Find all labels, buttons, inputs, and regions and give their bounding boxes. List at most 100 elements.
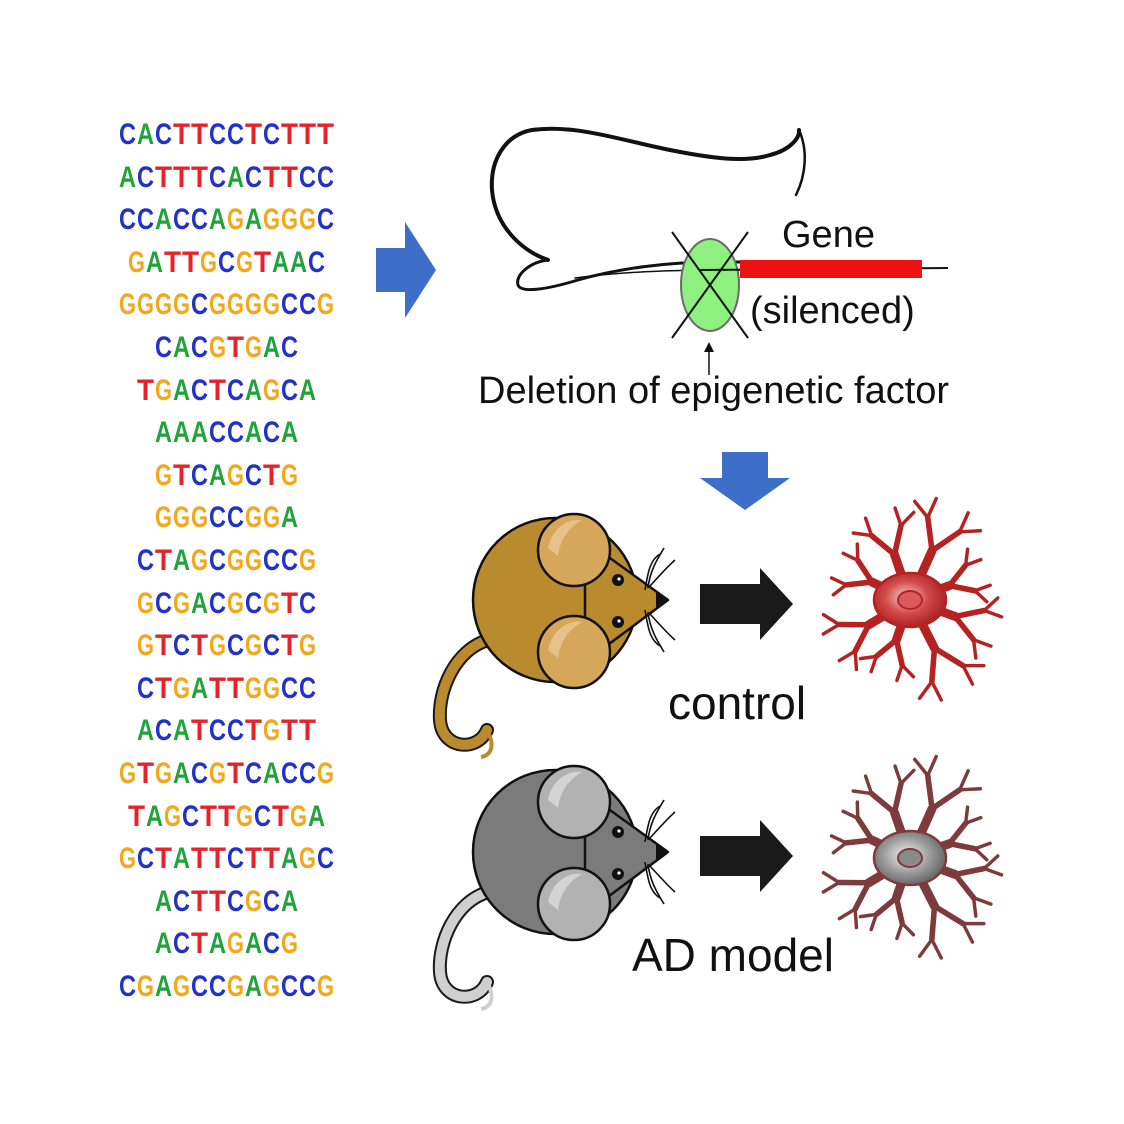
motif-letter: G [263,203,280,236]
motif-letter: C [308,246,325,279]
motif-letter: C [299,970,316,1003]
motif-letter: G [173,288,190,321]
motif-letter: G [317,757,334,790]
motif-letter: A [155,416,172,449]
motif-letter: G [245,629,262,662]
motif-letter: A [146,800,163,833]
motif-letter: T [191,629,208,662]
motif-letter: A [281,885,298,918]
motif-letter: A [290,246,307,279]
motif-letter: G [263,587,280,620]
motif-letter: G [173,970,190,1003]
motif-letter: G [281,203,298,236]
motif-letter: G [245,544,262,577]
motif-letter: C [173,203,190,236]
motif-letter: T [281,161,298,194]
motif-letter: C [155,587,172,620]
motif-letter: A [173,714,190,747]
motif-letter: A [209,927,226,960]
motif-letter: G [299,629,316,662]
motif-letter: G [245,288,262,321]
motif-letter: G [191,501,208,534]
motif-letter: T [227,672,244,705]
motif-letter: C [137,672,154,705]
motif-letter: T [209,842,226,875]
motif-letter: G [227,459,244,492]
motif-letter: G [155,501,172,534]
motif-letter: C [119,118,136,151]
motif-letter: G [119,288,136,321]
motif-letter: A [173,374,190,407]
motif-letter: C [263,118,280,151]
motif-letter: C [245,459,262,492]
motif-letter: T [263,842,280,875]
ad-neuron [821,754,1004,960]
motif-letter: C [299,587,316,620]
motif-letter: T [281,118,298,151]
motif-letter: A [173,331,190,364]
motif-letter: C [191,203,208,236]
motif-letter: C [119,970,136,1003]
control-label: control [668,677,807,729]
motif-letter: G [227,927,244,960]
motif-letter: C [173,927,190,960]
ad-model-label: AD model [632,929,834,981]
motif-letter: C [317,842,334,875]
motif-letter: T [128,800,145,833]
motif-letter: T [245,714,262,747]
motif-letter: A [272,246,289,279]
motif-letter: G [227,970,244,1003]
motif-letter: C [245,587,262,620]
motif-letter: A [308,800,325,833]
motif-letter: C [281,672,298,705]
motif-letter: A [155,927,172,960]
motif-letter: G [290,800,307,833]
motif-letter: C [155,331,172,364]
motif-letter: C [155,118,172,151]
motif-letter: C [281,544,298,577]
motif-letter: A [155,970,172,1003]
motif-letter: A [173,842,190,875]
control-arrow [700,568,793,640]
motif-letter: T [173,459,190,492]
motif-letter: A [173,416,190,449]
motif-letter: T [227,757,244,790]
motif-letter: A [137,118,154,151]
motif-letter: C [263,885,280,918]
motif-letter: T [155,629,172,662]
motif-letter: G [209,288,226,321]
motif-letter: A [263,331,280,364]
motif-letter: T [155,544,172,577]
right-arrow [376,222,436,318]
motif-letter: C [281,331,298,364]
motif-letter: C [209,714,226,747]
motif-letter: G [209,757,226,790]
motif-letter: G [137,970,154,1003]
ad-mouse [432,764,676,1011]
motif-letter: G [227,288,244,321]
motif-letter: G [119,757,136,790]
motif-letter: C [281,288,298,321]
motif-letter: C [155,714,172,747]
motif-letter: G [119,842,136,875]
motif-letter: G [155,459,172,492]
motif-letter: C [209,416,226,449]
motif-letter: A [245,416,262,449]
motif-letter: T [263,161,280,194]
motif-letter: C [281,757,298,790]
ad-arrow [700,820,793,892]
motif-letter: T [191,161,208,194]
motif-letter: C [227,885,244,918]
motif-letter: A [299,374,316,407]
